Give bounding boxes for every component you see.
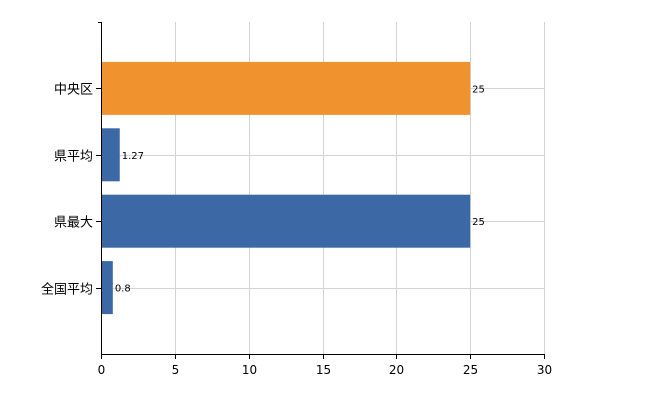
x-tick-label: 30 <box>537 363 552 377</box>
x-tick-label: 15 <box>316 363 331 377</box>
x-tick-label: 5 <box>172 363 180 377</box>
bar-2 <box>101 128 120 182</box>
bar-1 <box>101 61 471 115</box>
category-label-1: 中央区 <box>54 83 93 98</box>
bar-3 <box>101 194 471 248</box>
data-label-1: 25 <box>472 84 485 95</box>
data-label-4: 0.8 <box>115 284 131 295</box>
bar-4 <box>101 261 113 315</box>
x-tick-label: 10 <box>242 363 257 377</box>
data-label-3: 25 <box>472 217 485 228</box>
category-label-2: 県平均 <box>54 150 93 165</box>
x-tick-label: 20 <box>389 363 404 377</box>
category-label-3: 県最大 <box>54 216 93 231</box>
x-tick-label: 0 <box>98 363 106 377</box>
data-label-2: 1.27 <box>122 151 144 162</box>
x-tick-label: 25 <box>463 363 478 377</box>
category-label-4: 全国平均 <box>41 282 93 298</box>
axes <box>96 22 545 359</box>
bars <box>101 61 471 315</box>
